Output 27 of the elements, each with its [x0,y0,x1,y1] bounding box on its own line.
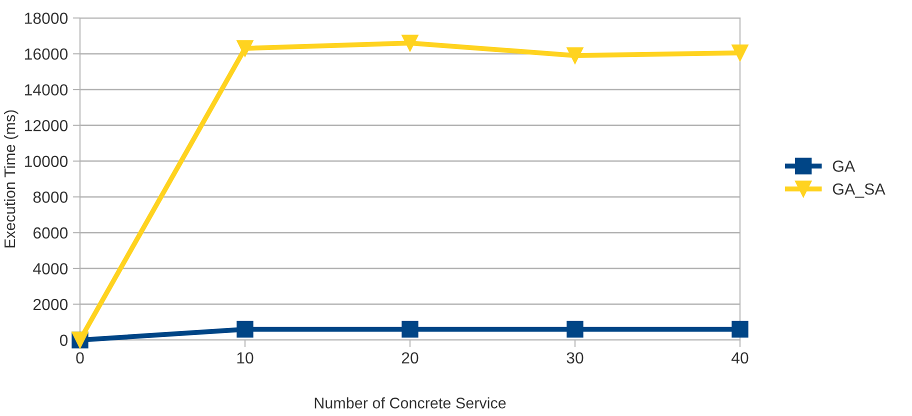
y-tick-label: 6000 [33,227,68,239]
x-tick-label: 20 [402,352,418,364]
y-axis-title: Execution Time (ms) [4,110,18,248]
x-tick-label: 10 [237,352,254,364]
legend-label: GA_SA [832,183,886,198]
y-tick-label: 4000 [33,263,68,274]
y-tick-label: 0 [60,334,68,346]
point [732,320,748,338]
x-tick-label: 0 [76,352,84,364]
point [236,40,254,57]
point [732,44,748,62]
y-tick-label: 10000 [25,156,68,168]
y-tick-label: 18000 [25,12,68,24]
y-tick-label: 16000 [25,48,68,60]
y-tick-label: 8000 [33,192,68,203]
x-axis-title: Number of Concrete Service [314,397,506,408]
point [402,320,418,338]
legend-label: GA [832,160,856,172]
point [402,34,418,52]
x-tick-label: 40 [731,352,748,364]
point [566,47,584,64]
x-tick-label: 30 [566,352,584,364]
y-tick-label: 14000 [25,84,68,96]
point [566,320,584,338]
y-tick-label: 2000 [33,298,68,310]
y-tick-label: 12000 [25,120,68,132]
point [236,320,254,338]
